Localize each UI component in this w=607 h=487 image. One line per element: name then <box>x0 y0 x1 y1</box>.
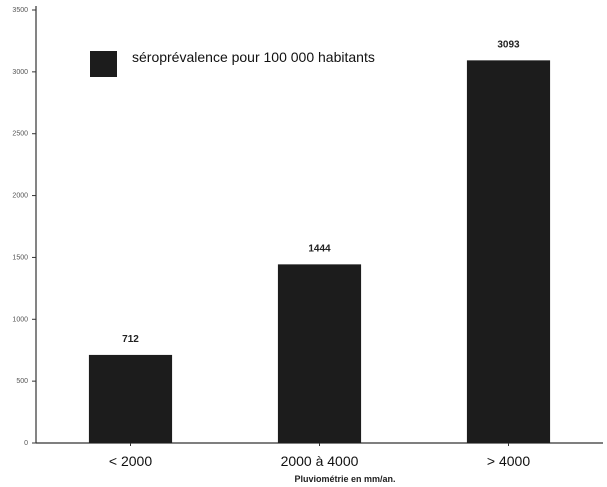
bars: 712 1444 3093 <box>89 39 550 443</box>
y-tick-label: 3000 <box>12 69 28 76</box>
x-tick-label: < 2000 <box>109 453 152 469</box>
legend-swatch <box>90 51 117 77</box>
x-tick-label: 2000 à 4000 <box>281 453 359 469</box>
bar <box>278 264 361 443</box>
y-tick-label: 2500 <box>12 131 28 138</box>
data-label: 712 <box>122 334 139 345</box>
y-tick-label: 2000 <box>12 193 28 200</box>
y-tick-label: 3500 <box>12 7 28 14</box>
bar <box>89 355 172 443</box>
x-tick-label: > 4000 <box>487 453 530 469</box>
y-tick-label: 1500 <box>12 254 28 261</box>
legend-label: séroprévalence pour 100 000 habitants <box>132 49 375 65</box>
data-label: 1444 <box>308 243 331 254</box>
x-axis-label: Pluviométrie en mm/an. <box>294 474 395 484</box>
y-tick-label: 1000 <box>12 316 28 323</box>
data-label: 3093 <box>497 39 520 50</box>
y-tick-label: 500 <box>16 378 28 385</box>
y-axis: 0 500 1000 1500 2000 2500 3000 3500 <box>12 6 36 447</box>
bar <box>467 60 550 443</box>
legend: séroprévalence pour 100 000 habitants <box>90 49 375 77</box>
y-tick-label: 0 <box>24 440 28 447</box>
x-axis: < 2000 2000 à 4000 > 4000 <box>36 443 603 469</box>
